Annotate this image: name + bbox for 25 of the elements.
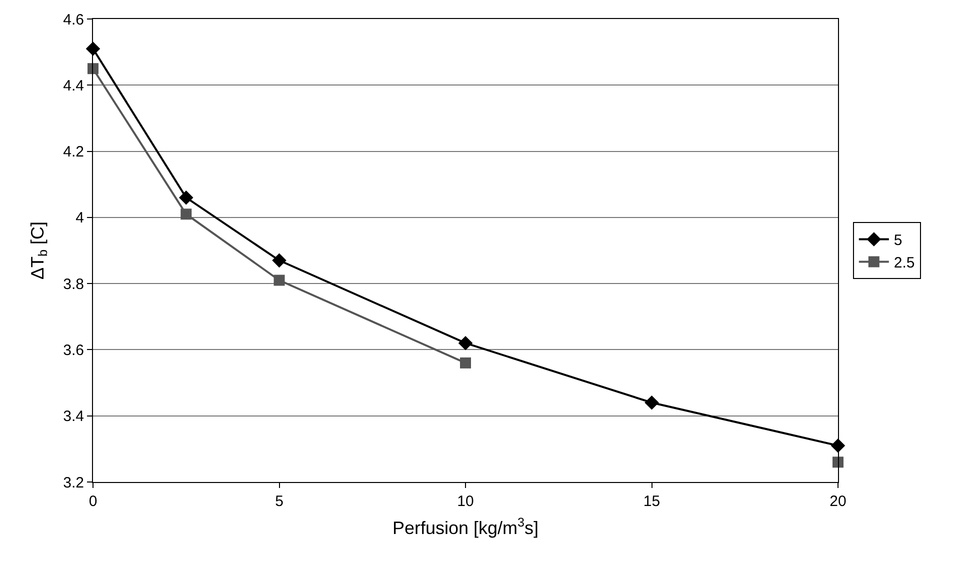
point [178,190,194,205]
y-tick-label: 3.6 [63,342,84,359]
legend-label: 2.5 [894,254,915,272]
x-tick-label: 0 [88,493,98,510]
point [644,395,659,410]
y-tick-label: 3.8 [63,276,84,293]
point [274,274,285,286]
point [88,63,98,74]
y-tick-label: 4.6 [63,11,84,28]
x-tick-label: 10 [457,493,474,510]
point [832,456,844,468]
y-tick-label: 3.2 [63,474,84,492]
y-tick-label: 3.4 [63,408,84,426]
x-tick-label: 5 [275,493,284,510]
point [272,253,286,268]
point [460,357,471,368]
point [180,208,192,220]
y-tick-label: 4.2 [63,144,84,161]
y-tick-label: 4.4 [63,77,84,94]
x-tick-label: 20 [830,493,846,510]
x-tick-label: 15 [643,493,660,510]
point [458,336,473,350]
legend-label: 5 [894,232,902,250]
x-axis-title: Perfusion [kg/m$^{3}$s] [392,516,539,538]
y-tick-label: 4 [76,210,84,227]
